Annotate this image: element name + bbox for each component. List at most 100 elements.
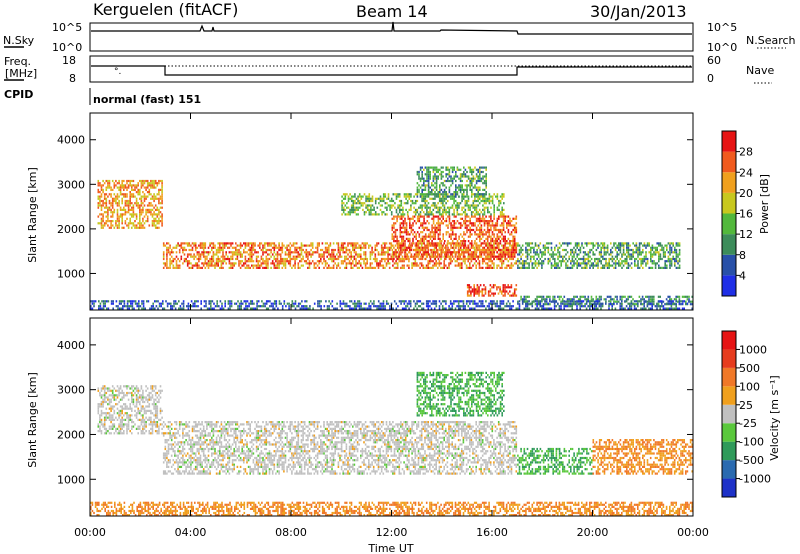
echo-cell bbox=[581, 257, 583, 261]
echo-cell bbox=[175, 264, 178, 267]
echo-cell bbox=[423, 246, 425, 249]
echo-cell bbox=[308, 266, 311, 269]
echo-cell bbox=[483, 260, 486, 263]
echo-cell bbox=[483, 233, 486, 236]
echo-cell bbox=[681, 295, 684, 298]
echo-cell bbox=[664, 253, 666, 256]
echo-cell bbox=[337, 257, 340, 261]
echo-cell bbox=[211, 260, 213, 263]
echo-cell bbox=[116, 217, 119, 220]
echo-cell bbox=[273, 246, 276, 249]
echo-cell bbox=[473, 253, 476, 256]
echo-cell bbox=[413, 211, 415, 214]
echo-cell bbox=[477, 168, 479, 171]
echo-cell bbox=[454, 264, 457, 267]
echo-cell bbox=[526, 266, 529, 269]
echo-cell bbox=[177, 257, 179, 261]
echo-cell bbox=[402, 211, 404, 214]
echo-cell bbox=[361, 246, 364, 249]
echo-cell bbox=[440, 222, 443, 225]
noise-sky-series bbox=[91, 21, 692, 35]
echo-cell bbox=[491, 292, 493, 295]
echo-cell bbox=[299, 253, 301, 256]
echo-cell bbox=[443, 264, 445, 267]
echo-cell bbox=[520, 248, 522, 252]
echo-cell bbox=[506, 215, 508, 218]
echo-cell bbox=[379, 204, 382, 207]
echo-cell bbox=[554, 264, 556, 267]
echo-cell bbox=[230, 302, 233, 305]
echo-cell bbox=[565, 262, 567, 265]
echo-cell bbox=[196, 264, 199, 267]
echo-cell bbox=[363, 213, 366, 216]
echo-cell bbox=[159, 202, 162, 205]
echo-cell bbox=[480, 170, 483, 174]
echo-cell bbox=[584, 253, 586, 256]
echo-cell bbox=[174, 300, 177, 303]
echo-cell bbox=[97, 202, 100, 205]
echo-cell bbox=[587, 262, 590, 265]
echo-cell bbox=[271, 242, 274, 245]
echo-cell bbox=[139, 188, 141, 191]
echo-cell bbox=[385, 264, 388, 267]
echo-cell bbox=[105, 199, 108, 203]
echo-cell bbox=[445, 220, 448, 223]
echo-cell bbox=[472, 206, 475, 209]
echo-cell bbox=[479, 231, 481, 234]
echo-cell bbox=[595, 303, 598, 306]
echo-cell bbox=[399, 233, 402, 236]
echo-cell bbox=[265, 255, 268, 258]
echo-cell bbox=[497, 264, 500, 267]
echo-cell bbox=[401, 242, 403, 245]
echo-cell bbox=[292, 244, 295, 247]
echo-cell bbox=[432, 188, 435, 191]
echo-cell bbox=[145, 197, 147, 200]
echo-cell bbox=[252, 264, 255, 267]
echo-cell bbox=[480, 211, 483, 214]
echo-cell bbox=[505, 266, 508, 269]
echo-cell bbox=[445, 213, 447, 216]
echo-cell bbox=[509, 217, 511, 220]
echo-cell bbox=[350, 264, 352, 267]
echo-cell bbox=[140, 208, 143, 211]
echo-cell bbox=[464, 204, 467, 207]
echo-cell bbox=[193, 242, 195, 245]
echo-cell bbox=[251, 253, 253, 256]
echo-cell bbox=[255, 257, 258, 261]
echo-cell bbox=[366, 208, 369, 211]
echo-cell bbox=[397, 193, 399, 196]
echo-cell bbox=[609, 298, 612, 301]
echo-cell bbox=[486, 244, 489, 247]
echo-cell bbox=[219, 244, 221, 247]
echo-cell bbox=[416, 215, 419, 218]
echo-cell bbox=[595, 257, 598, 261]
echo-cell bbox=[159, 215, 162, 218]
echo-cell bbox=[376, 206, 379, 209]
echo-cell bbox=[570, 253, 572, 256]
echo-cell bbox=[230, 305, 233, 308]
echo-cell bbox=[151, 208, 154, 211]
echo-cell bbox=[467, 204, 470, 207]
echo-cell bbox=[424, 248, 427, 252]
echo-cell bbox=[653, 260, 655, 263]
echo-cell bbox=[99, 204, 101, 207]
echo-cell bbox=[438, 197, 441, 200]
echo-cell bbox=[221, 302, 223, 305]
echo-cell bbox=[385, 251, 388, 254]
echo-cell bbox=[621, 253, 623, 256]
echo-cell bbox=[470, 266, 473, 269]
echo-cell bbox=[475, 188, 478, 191]
echo-cell bbox=[537, 262, 540, 265]
echo-cell bbox=[507, 264, 510, 267]
echo-cell bbox=[404, 248, 407, 252]
echo-cell bbox=[263, 266, 266, 269]
echo-cell bbox=[586, 262, 588, 265]
echo-cell bbox=[442, 248, 444, 252]
echo-cell bbox=[337, 264, 340, 267]
echo-cell bbox=[390, 242, 393, 245]
echo-cell bbox=[485, 186, 487, 189]
echo-cell bbox=[525, 246, 527, 249]
echo-cell bbox=[426, 220, 429, 223]
echo-cell bbox=[477, 204, 479, 207]
echo-cell bbox=[491, 240, 494, 243]
